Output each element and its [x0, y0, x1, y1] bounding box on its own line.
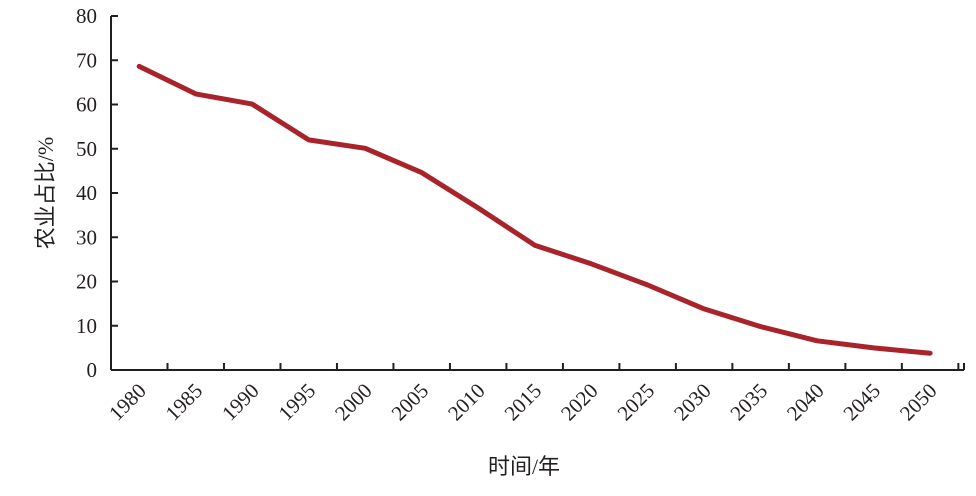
data-line: [136, 63, 933, 356]
x-tick-label: 2020: [556, 379, 603, 426]
series-layer: [136, 63, 933, 356]
x-tick-label: 2040: [782, 379, 829, 426]
x-tick-label: 2010: [443, 379, 490, 426]
x-tick-label: 2025: [613, 379, 660, 426]
x-tick-label: 2035: [726, 379, 773, 426]
x-axis: 1980 1985 1990 1995 2000 2005 2010 2015 2020 2025…: [104, 363, 965, 426]
x-tick-label: 2045: [838, 379, 885, 426]
x-tick-label: 1980: [104, 379, 151, 426]
x-tick-label: 2015: [500, 379, 547, 426]
x-tick-label: 1990: [217, 379, 264, 426]
y-tick-label: 30: [76, 225, 97, 249]
y-tick-label: 20: [76, 270, 97, 294]
x-tick-label: 2050: [895, 379, 942, 426]
x-tick-label: 2005: [387, 379, 434, 426]
y-tick-label: 60: [76, 93, 97, 117]
y-tick-label: 50: [76, 137, 97, 161]
y-tick-label: 0: [87, 358, 98, 382]
x-tick-label: 2030: [669, 379, 716, 426]
y-tick-label: 10: [76, 314, 97, 338]
y-tick-label: 40: [76, 181, 97, 205]
y-axis: 0 10 20 30 40 50 60 70 80: [76, 4, 118, 382]
y-tick-label: 70: [76, 48, 97, 72]
y-axis-title: 农业占比/%: [33, 137, 58, 249]
x-tick-label: 1985: [161, 379, 208, 426]
x-tick-label: 1995: [274, 379, 321, 426]
x-axis-title: 时间/年: [488, 454, 560, 479]
y-tick-label: 80: [76, 4, 97, 28]
x-tick-label: 2000: [330, 379, 377, 426]
